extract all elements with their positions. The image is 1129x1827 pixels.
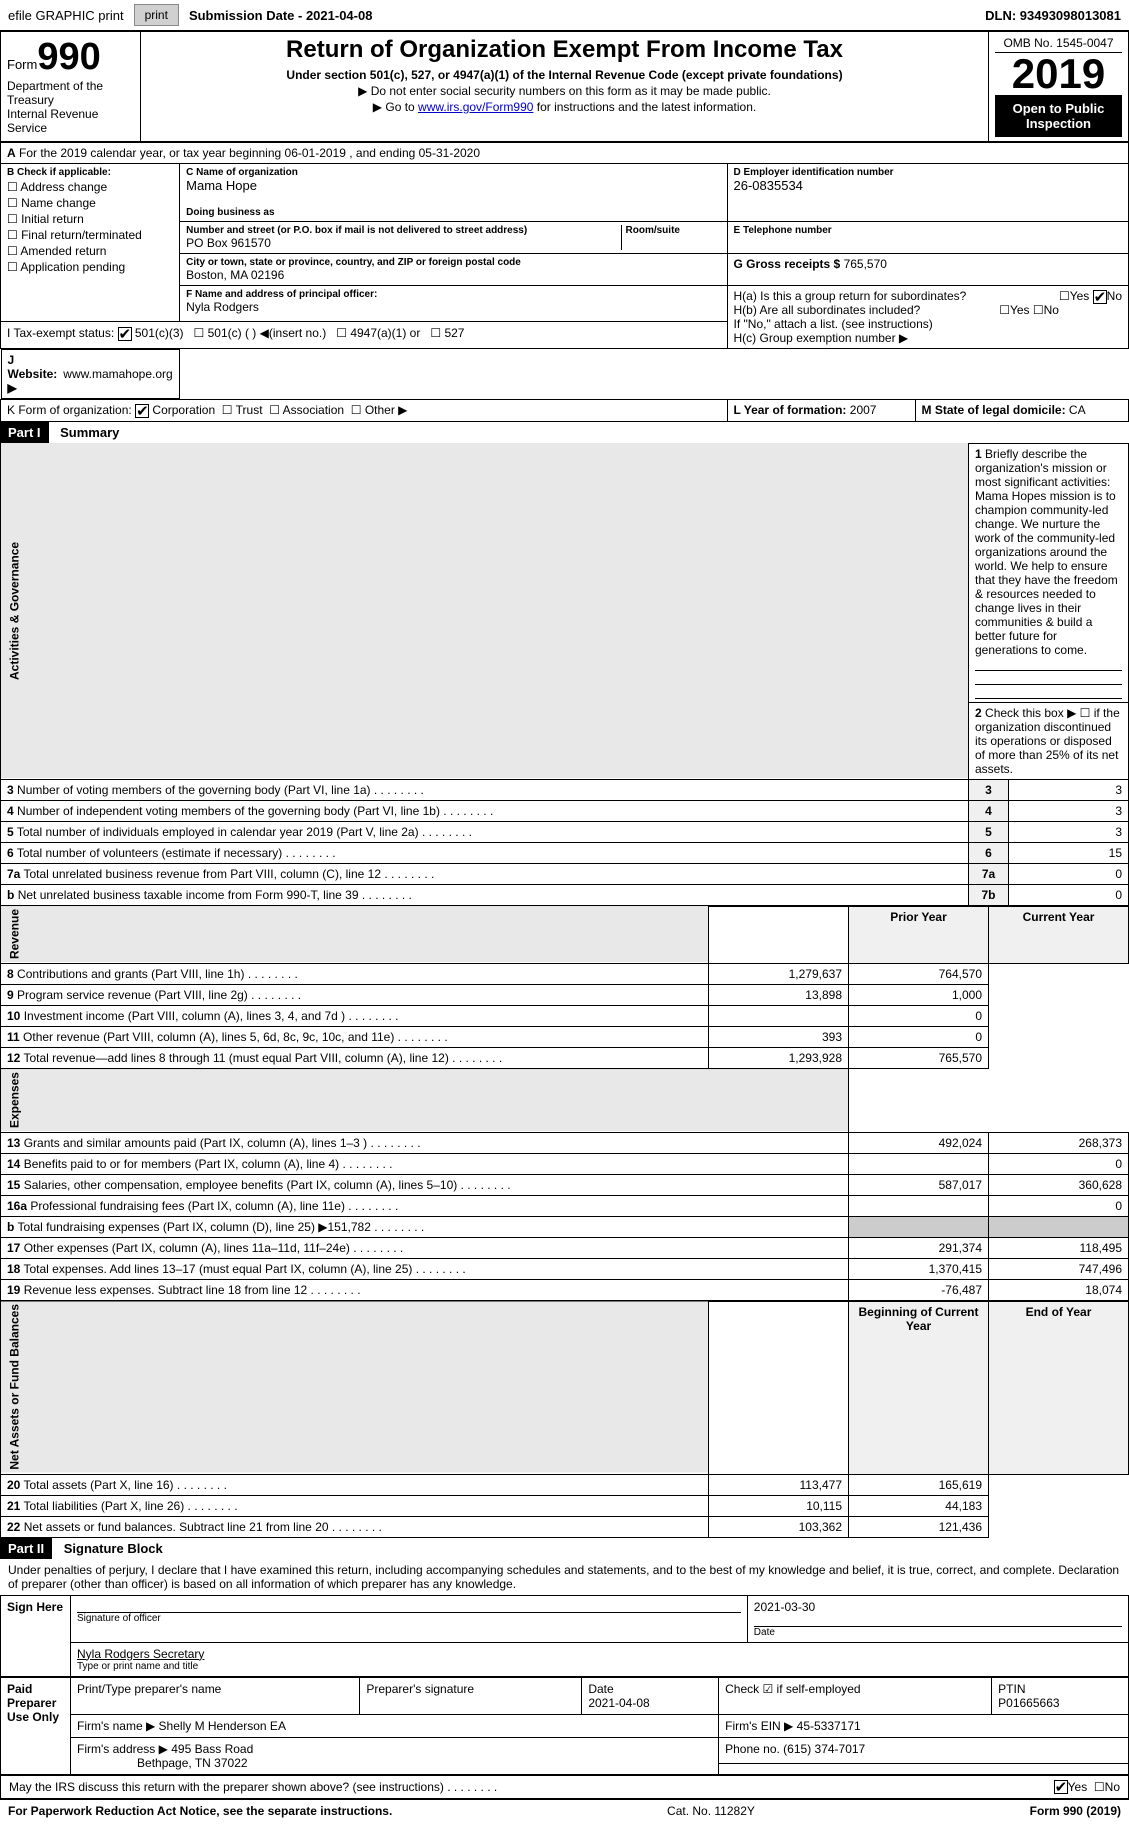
line2: Check this box ▶ ☐ if the organization d… xyxy=(975,706,1120,776)
ssn-warning: ▶ Do not enter social security numbers o… xyxy=(147,84,982,98)
mission-text: Mama Hopes mission is to champion commun… xyxy=(975,489,1122,657)
f-label: F Name and address of principal officer: xyxy=(186,289,720,300)
revenue-table: Revenue Prior Year Current Year 8 Contri… xyxy=(0,906,1129,1069)
check-initial-return[interactable]: ☐ Initial return xyxy=(7,212,173,226)
header-table: Form990 Department of the Treasury Inter… xyxy=(0,31,1129,142)
open-public: Open to Public Inspection xyxy=(995,95,1122,137)
mission-label: Briefly describe the organization's miss… xyxy=(975,447,1110,489)
form-ref: Form 990 (2019) xyxy=(1030,1804,1121,1818)
current-year-hdr: Current Year xyxy=(989,906,1129,963)
ha-no-checkbox[interactable] xyxy=(1093,290,1107,304)
state-domicile: CA xyxy=(1069,403,1086,417)
firm-phone: (615) 374-7017 xyxy=(783,1742,865,1756)
firm-ein: 45-5337171 xyxy=(797,1719,861,1733)
prep-date: 2021-04-08 xyxy=(588,1696,649,1710)
city: Boston, MA 02196 xyxy=(186,268,720,282)
h-note: If "No," attach a list. (see instruction… xyxy=(734,317,1122,331)
irs-label: Internal Revenue Service xyxy=(7,107,134,135)
discuss-line: May the IRS discuss this return with the… xyxy=(0,1775,1129,1799)
name-title-label: Type or print name and title xyxy=(77,1661,1122,1672)
check-amended-return[interactable]: ☐ Amended return xyxy=(7,244,173,258)
prior-year-hdr: Prior Year xyxy=(849,906,989,963)
paperwork-notice: For Paperwork Reduction Act Notice, see … xyxy=(8,1804,392,1818)
check-final-return-terminated[interactable]: ☐ Final return/terminated xyxy=(7,228,173,242)
ein: 26-0835534 xyxy=(734,178,1122,193)
governance-table: Activities & Governance 1 Briefly descri… xyxy=(0,443,1129,906)
room-label: Room/suite xyxy=(626,225,721,236)
sign-here-label: Sign Here xyxy=(1,1595,71,1676)
street-label: Number and street (or P.O. box if mail i… xyxy=(186,225,620,236)
officer-printed: Nyla Rodgers Secretary xyxy=(77,1647,204,1661)
firm-addr2: Bethpage, TN 37022 xyxy=(137,1756,248,1770)
street: PO Box 961570 xyxy=(186,236,620,250)
hc-label: H(c) Group exemption number ▶ xyxy=(734,331,1122,345)
officer-name: Nyla Rodgers xyxy=(186,300,720,314)
cat-no: Cat. No. 11282Y xyxy=(667,1804,755,1818)
top-bar: efile GRAPHIC print print Submission Dat… xyxy=(0,0,1129,31)
info-table: A For the 2019 calendar year, or tax yea… xyxy=(0,142,1129,422)
check-address-change[interactable]: ☐ Address change xyxy=(7,180,173,194)
beg-year-hdr: Beginning of Current Year xyxy=(849,1301,989,1474)
sig-date: 2021-03-30 xyxy=(754,1600,815,1614)
corp-checkbox[interactable] xyxy=(135,404,149,418)
501c3-checkbox[interactable] xyxy=(118,327,132,341)
dba-label: Doing business as xyxy=(186,207,720,218)
ptin: P01665663 xyxy=(998,1696,1059,1710)
sign-table: Sign Here Signature of officer 2021-03-3… xyxy=(0,1595,1129,1677)
submission-date: Submission Date - 2021-04-08 xyxy=(189,8,373,23)
d-label: D Employer identification number xyxy=(734,167,1122,178)
discuss-yes-checkbox[interactable] xyxy=(1054,1780,1068,1794)
netassets-table: Net Assets or Fund Balances Beginning of… xyxy=(0,1301,1129,1538)
form-title: Return of Organization Exempt From Incom… xyxy=(147,36,982,64)
print-button[interactable]: print xyxy=(134,4,179,26)
self-employed: Check ☑ if self-employed xyxy=(719,1677,992,1714)
preparer-table: Paid Preparer Use Only Print/Type prepar… xyxy=(0,1677,1129,1775)
net-vert-label: Net Assets or Fund Balances xyxy=(1,1301,709,1474)
expenses-table: Expenses 13 Grants and similar amounts p… xyxy=(0,1069,1129,1301)
rev-vert-label: Revenue xyxy=(1,906,709,963)
firm-name: Shelly M Henderson EA xyxy=(159,1719,286,1733)
k-label: K Form of organization: xyxy=(7,403,132,417)
gross-receipts: 765,570 xyxy=(844,257,887,271)
hb-label: H(b) Are all subordinates included? ☐Yes… xyxy=(734,303,1122,317)
efile-label: efile GRAPHIC print xyxy=(8,8,124,23)
tax-year: 2019 xyxy=(995,53,1122,95)
paid-prep-label: Paid Preparer Use Only xyxy=(1,1677,71,1774)
city-label: City or town, state or province, country… xyxy=(186,257,720,268)
g-label: G Gross receipts $ xyxy=(734,257,841,271)
date-label: Date xyxy=(754,1626,1122,1638)
footer: For Paperwork Reduction Act Notice, see … xyxy=(0,1799,1129,1822)
firm-addr1: 495 Bass Road xyxy=(171,1742,253,1756)
check-application-pending[interactable]: ☐ Application pending xyxy=(7,260,173,274)
c-name-label: C Name of organization xyxy=(186,167,720,178)
gov-vert-label: Activities & Governance xyxy=(1,443,969,779)
check-name-change[interactable]: ☐ Name change xyxy=(7,196,173,210)
form-subtitle: Under section 501(c), 527, or 4947(a)(1)… xyxy=(147,68,982,82)
b-label: B Check if applicable: xyxy=(7,167,173,178)
part2-header: Part II Signature Block xyxy=(0,1538,1129,1559)
dln: DLN: 93493098013081 xyxy=(985,8,1121,23)
part1-header: Part I Summary xyxy=(0,422,1129,443)
year-formation: 2007 xyxy=(850,403,877,417)
exp-vert-label: Expenses xyxy=(1,1069,849,1132)
tax-period: For the 2019 calendar year, or tax year … xyxy=(19,146,480,160)
j-label: J Website: ▶ xyxy=(8,353,58,395)
dept-treasury: Department of the Treasury xyxy=(7,79,134,107)
ha-label: H(a) Is this a group return for subordin… xyxy=(734,289,1122,303)
i-label: I Tax-exempt status: xyxy=(7,326,114,340)
org-name: Mama Hope xyxy=(186,178,720,193)
sig-officer-label: Signature of officer xyxy=(77,1612,741,1624)
perjury-text: Under penalties of perjury, I declare th… xyxy=(0,1559,1129,1595)
website: www.mamahope.org xyxy=(63,367,172,381)
form-number: Form990 xyxy=(7,36,134,79)
e-label: E Telephone number xyxy=(734,225,1122,236)
irs-link[interactable]: www.irs.gov/Form990 xyxy=(418,100,533,114)
end-year-hdr: End of Year xyxy=(989,1301,1129,1474)
goto-line: ▶ Go to www.irs.gov/Form990 for instruct… xyxy=(147,100,982,114)
